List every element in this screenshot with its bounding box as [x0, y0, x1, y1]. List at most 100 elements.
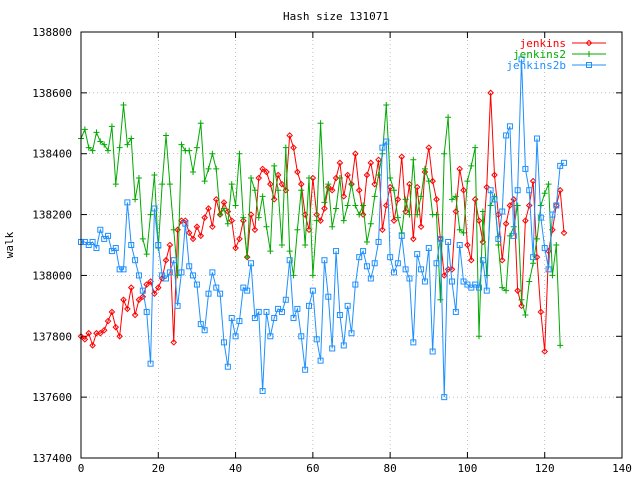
- data-point-jenkins2: [406, 211, 413, 218]
- data-point-jenkins2b: [248, 260, 255, 267]
- data-point-jenkins: [135, 296, 143, 304]
- data-point-jenkins2b: [263, 308, 270, 315]
- data-point-jenkins2: [367, 220, 374, 227]
- data-point-jenkins: [460, 186, 467, 194]
- data-point-jenkins2b: [336, 311, 343, 318]
- data-point-jenkins2: [321, 199, 328, 206]
- data-point-jenkins2: [97, 138, 104, 145]
- data-point-jenkins2b: [132, 257, 139, 264]
- data-point-jenkins2: [267, 248, 274, 255]
- data-point-jenkins: [398, 153, 406, 161]
- data-point-jenkins2b: [240, 284, 247, 291]
- y-tick-label: 138400: [32, 148, 72, 161]
- x-tick-label: 140: [612, 462, 632, 475]
- data-point-jenkins2b: [143, 308, 150, 315]
- data-point-jenkins: [108, 308, 116, 316]
- x-tick-label: 100: [457, 462, 477, 475]
- data-point-jenkins: [97, 329, 104, 337]
- data-point-jenkins2: [448, 196, 455, 203]
- data-point-jenkins2: [294, 226, 301, 233]
- data-point-jenkins2: [313, 217, 320, 224]
- data-point-jenkins2b: [232, 333, 239, 340]
- data-point-jenkins: [537, 308, 545, 316]
- data-point-jenkins2b: [209, 269, 216, 276]
- data-point-jenkins2: [352, 202, 359, 209]
- data-point-jenkins2b: [294, 305, 301, 312]
- data-point-jenkins2: [278, 242, 285, 248]
- data-point-jenkins: [290, 144, 297, 151]
- y-tick-label: 137400: [32, 452, 72, 465]
- data-point-jenkins: [127, 284, 135, 291]
- data-point-jenkins2b: [360, 248, 367, 255]
- data-point-jenkins2b: [108, 248, 115, 255]
- data-point-jenkins: [379, 226, 386, 234]
- data-point-jenkins2b: [278, 308, 285, 315]
- series-jenkins2b: [78, 56, 568, 401]
- data-point-jenkins2b: [81, 238, 88, 245]
- data-point-jenkins2: [557, 342, 564, 349]
- data-point-jenkins2b: [85, 242, 92, 248]
- data-point-jenkins: [344, 171, 351, 179]
- data-point-jenkins: [154, 284, 162, 291]
- data-point-jenkins2: [437, 296, 444, 303]
- data-point-jenkins2b: [128, 242, 135, 248]
- data-point-jenkins2: [124, 141, 131, 148]
- data-point-jenkins2b: [537, 214, 544, 221]
- data-point-jenkins2b: [174, 302, 181, 309]
- data-point-jenkins2: [360, 202, 367, 209]
- data-point-jenkins2: [282, 144, 289, 151]
- data-point-jenkins2b: [541, 245, 548, 252]
- data-point-jenkins2: [81, 126, 88, 133]
- data-point-jenkins: [201, 214, 208, 221]
- data-point-jenkins2b: [387, 254, 394, 261]
- data-point-jenkins: [286, 132, 293, 139]
- data-point-jenkins2: [402, 196, 409, 203]
- data-point-jenkins2: [132, 196, 139, 203]
- data-point-jenkins: [139, 293, 147, 301]
- data-point-jenkins2: [116, 144, 123, 151]
- data-point-jenkins2b: [89, 238, 96, 245]
- data-point-jenkins2b: [101, 235, 108, 242]
- y-axis-label: walk: [3, 231, 16, 258]
- data-point-jenkins2: [170, 226, 177, 233]
- data-point-jenkins2: [213, 165, 220, 172]
- data-point-jenkins2b: [503, 132, 510, 139]
- data-point-jenkins2: [456, 226, 463, 233]
- data-point-jenkins: [386, 183, 394, 191]
- x-tick-label: 0: [78, 462, 85, 475]
- data-point-jenkins: [116, 332, 123, 340]
- data-point-jenkins2: [85, 144, 92, 151]
- data-point-jenkins2b: [166, 269, 173, 276]
- data-point-jenkins2: [220, 205, 227, 212]
- data-point-jenkins2: [120, 102, 127, 109]
- data-point-jenkins2b: [139, 287, 146, 294]
- series-group: [77, 56, 568, 401]
- data-point-jenkins2: [371, 193, 378, 200]
- data-point-jenkins2b: [553, 202, 560, 209]
- y-tick-label: 137800: [32, 330, 72, 343]
- data-point-jenkins: [363, 171, 371, 179]
- data-point-jenkins2: [363, 238, 370, 245]
- data-point-jenkins2: [201, 178, 208, 185]
- data-point-jenkins2b: [329, 345, 336, 352]
- data-point-jenkins2: [139, 235, 146, 242]
- data-point-jenkins2b: [367, 275, 374, 282]
- data-point-jenkins2b: [224, 363, 231, 370]
- data-point-jenkins2: [228, 181, 235, 188]
- data-point-jenkins2b: [313, 336, 320, 343]
- data-point-jenkins2: [410, 156, 417, 163]
- data-point-jenkins2: [541, 190, 548, 197]
- data-point-jenkins2: [468, 162, 475, 169]
- data-point-jenkins2: [487, 202, 494, 209]
- axis-ticks: 137400 137600 137800 138000 138200 138400 1386…: [32, 26, 632, 475]
- data-point-jenkins2: [506, 232, 513, 239]
- data-point-jenkins2: [472, 144, 479, 151]
- data-point-jenkins2: [93, 129, 100, 136]
- data-point-jenkins2b: [317, 357, 324, 364]
- data-point-jenkins2b: [557, 162, 564, 169]
- data-point-jenkins: [81, 336, 89, 343]
- data-point-jenkins2: [391, 187, 398, 194]
- data-point-jenkins2b: [533, 135, 540, 142]
- data-point-jenkins2b: [298, 333, 305, 340]
